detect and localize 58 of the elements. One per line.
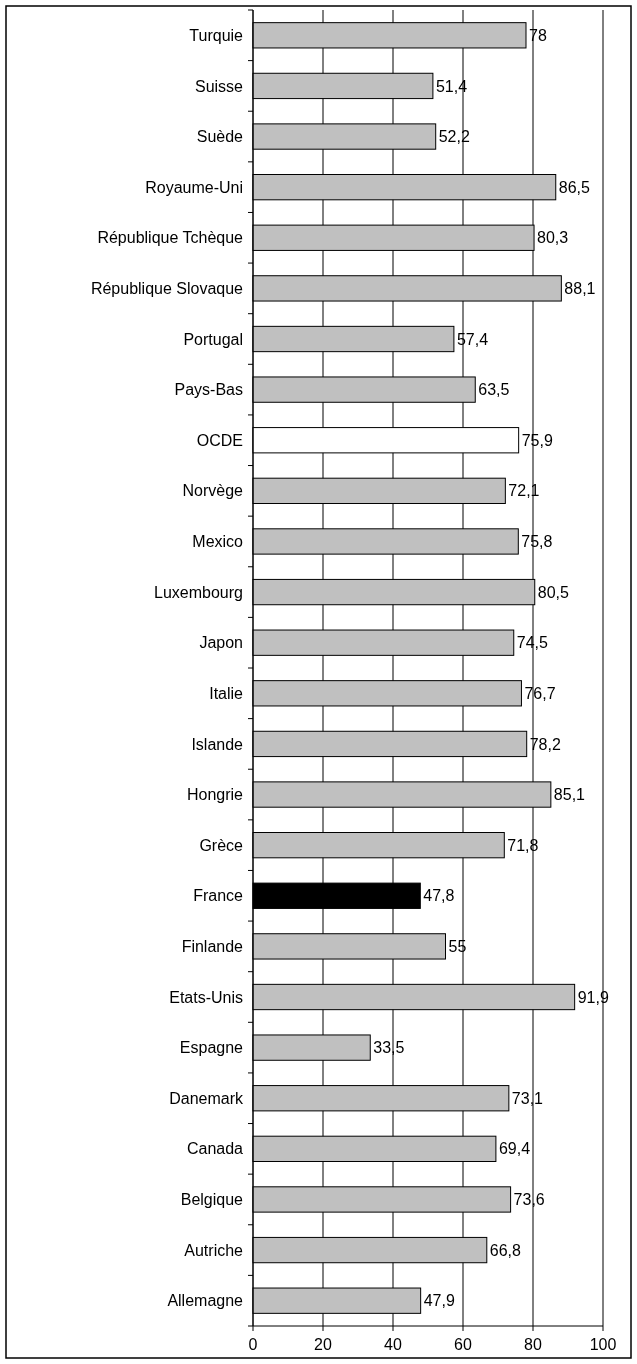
data-label: 55	[448, 937, 467, 955]
y-tick-label: Finlande	[181, 937, 244, 955]
x-tick-label: 0	[248, 1336, 258, 1353]
y-tick-label: Hongrie	[186, 786, 244, 804]
data-label: 80,3	[537, 229, 569, 247]
y-tick-label: Belgique	[180, 1191, 244, 1209]
y-tick-label: République Tchèque	[97, 229, 244, 247]
y-tick-label: Autriche	[184, 1241, 244, 1259]
y-tick-label: Suède	[196, 128, 244, 146]
y-tick-label: Etats-Unis	[169, 988, 243, 1006]
y-tick-label: Turquie	[189, 26, 244, 44]
x-tick-label: 20	[314, 1336, 332, 1353]
data-label: 75,9	[521, 431, 553, 449]
y-tick-label: Japon	[199, 634, 243, 652]
y-tick-label: Norvège	[182, 482, 244, 500]
data-label: 75,8	[521, 533, 553, 551]
data-label: 71,8	[507, 836, 539, 854]
data-label: 73,6	[513, 1191, 545, 1209]
data-label: 74,5	[516, 634, 548, 652]
data-label: 88,1	[564, 279, 596, 297]
data-label: 51,4	[435, 77, 468, 95]
data-label: 33,5	[373, 1039, 405, 1057]
y-tick-label: Mexico	[192, 533, 244, 551]
x-tick-label: 100	[589, 1336, 617, 1353]
data-label: 80,5	[537, 583, 569, 601]
data-label: 72,1	[508, 482, 540, 500]
y-tick-label: Royaume-Uni	[145, 178, 243, 196]
y-tick-label: Grèce	[199, 836, 244, 854]
data-label: 47,8	[423, 887, 455, 905]
data-label: 91,9	[577, 988, 609, 1006]
y-tick-label: Canada	[186, 1140, 244, 1158]
data-label: 63,5	[478, 381, 510, 399]
data-label: 52,2	[438, 128, 470, 146]
y-tick-label: OCDE	[196, 431, 243, 449]
x-tick-label: 60	[454, 1336, 472, 1353]
x-tick-label: 40	[384, 1336, 402, 1353]
x-tick-label: 80	[524, 1336, 542, 1353]
y-tick-label: Suisse	[194, 77, 244, 95]
data-label: 57,4	[456, 330, 489, 348]
data-label: 85,1	[553, 786, 586, 804]
data-label: 47,9	[423, 1292, 455, 1310]
y-tick-label: Islande	[191, 735, 244, 753]
y-tick-label: Espagne	[179, 1039, 244, 1057]
y-tick-label: Portugal	[183, 330, 243, 348]
y-tick-label: Italie	[209, 684, 244, 702]
y-tick-label: France	[193, 887, 244, 905]
data-label: 86,5	[558, 178, 590, 196]
data-label: 78,2	[529, 735, 561, 753]
y-tick-label: République Slovaque	[90, 279, 244, 297]
data-label: 66,8	[489, 1241, 522, 1259]
y-tick-label: Danemark	[169, 1089, 244, 1107]
y-tick-label: Pays-Bas	[174, 381, 243, 399]
y-tick-label: Luxembourg	[154, 583, 243, 601]
data-label: 76,7	[524, 684, 556, 702]
data-label: 78	[529, 26, 547, 44]
data-label: 69,4	[498, 1140, 531, 1158]
y-tick-label: Allemagne	[167, 1292, 244, 1310]
data-label: 73,1	[511, 1089, 544, 1107]
